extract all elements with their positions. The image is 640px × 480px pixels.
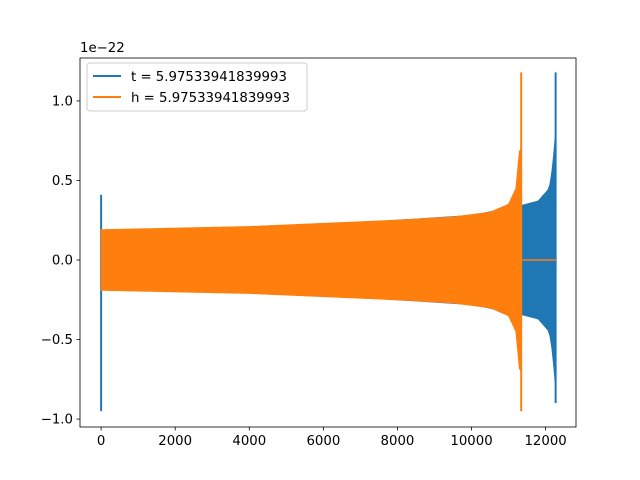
x-axis: 0 2000 4000 6000 8000 10000 12000 [97, 427, 567, 449]
y-offset-label: 1e−22 [80, 41, 125, 56]
axes-border [79, 57, 577, 428]
x-tick-label: 2000 [158, 434, 192, 449]
x-tick-label: 10000 [450, 434, 492, 449]
y-tick-label: −1.0 [41, 413, 73, 428]
axes-frame [79, 57, 577, 428]
y-tick-label: 0.0 [52, 253, 73, 268]
x-tick-label: 4000 [232, 434, 266, 449]
legend-label: h = 5.97533941839993 [131, 91, 290, 106]
plot-area [100, 72, 557, 412]
legend-box [86, 62, 308, 112]
y-tick-label: 1.0 [52, 94, 73, 109]
legend: t = 5.97533941839993 h = 5.97533941839993 [86, 62, 308, 112]
x-tick-label: 8000 [381, 434, 415, 449]
series-h [100, 72, 556, 412]
y-tick-label: 0.5 [52, 174, 73, 189]
legend-label: t = 5.97533941839993 [131, 70, 287, 85]
y-tick-label: −0.5 [41, 333, 73, 348]
y-axis: −1.0 −0.5 0.0 0.5 1.0 [41, 94, 80, 428]
x-tick-label: 6000 [306, 434, 340, 449]
x-tick-label: 12000 [524, 434, 566, 449]
x-tick-label: 0 [97, 434, 105, 449]
